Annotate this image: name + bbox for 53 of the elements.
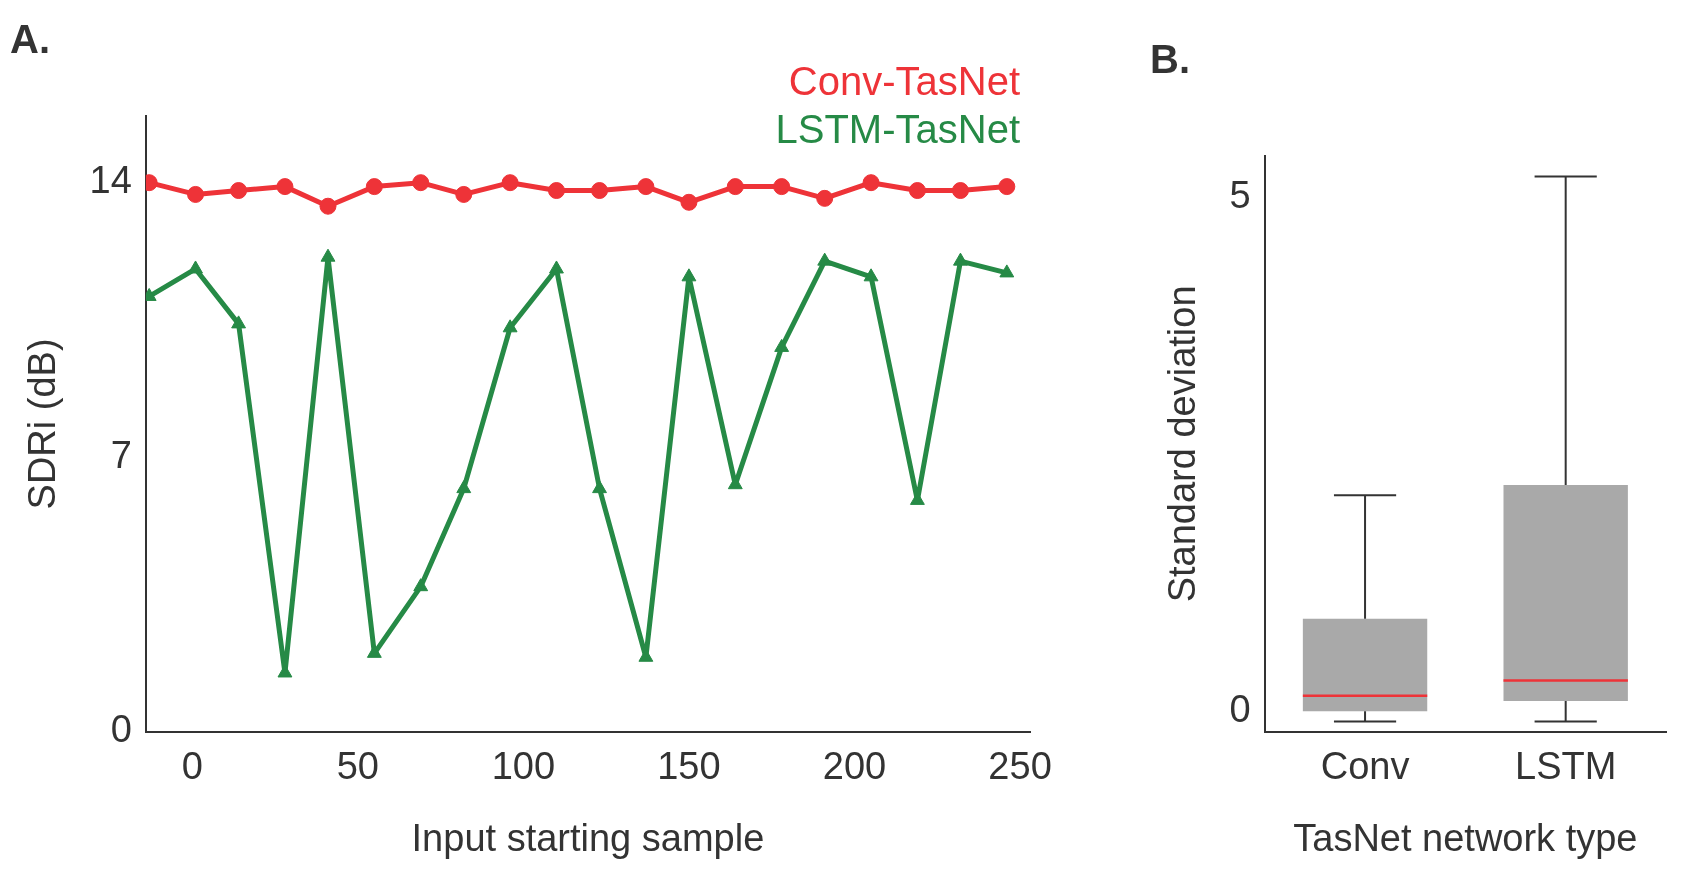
point [455, 185, 473, 203]
x-tick-label: 250 [988, 745, 1052, 788]
y-tick-label: 5 [1229, 173, 1251, 216]
chart-title: B. [1150, 37, 1190, 82]
point [412, 174, 430, 192]
point [726, 178, 744, 196]
y-axis-title: SDRi (dB) [21, 338, 64, 510]
x-axis-title: Input starting sample [411, 816, 765, 859]
point [276, 178, 294, 196]
point [681, 268, 697, 282]
point [319, 197, 337, 215]
x-tick-label: 50 [336, 745, 379, 788]
point [953, 252, 968, 266]
point [817, 252, 833, 266]
point [816, 189, 834, 207]
point [863, 268, 879, 282]
y-axis-title: Standard deviation [1161, 285, 1204, 603]
x-tick-label: 200 [822, 745, 887, 788]
point [637, 178, 655, 196]
point [591, 182, 609, 200]
point [365, 178, 383, 196]
text: LSTM-TasNet [775, 107, 1020, 152]
point [774, 338, 790, 352]
point [549, 260, 564, 274]
point [773, 178, 791, 196]
point [413, 578, 429, 592]
point [951, 182, 969, 200]
point [231, 315, 247, 329]
point [908, 182, 926, 200]
point [187, 185, 205, 203]
x-axis-title: TasNet network type [1293, 816, 1638, 859]
point [862, 174, 880, 192]
x-tick-label: 100 [491, 745, 556, 788]
point [592, 480, 607, 494]
y-tick-label: 14 [89, 159, 132, 202]
point [680, 193, 698, 211]
y-tick-label: 0 [110, 708, 132, 751]
point [999, 264, 1015, 278]
chart-title: A. [10, 17, 50, 62]
series-label: Conv-TasNet [788, 59, 1020, 104]
point [456, 480, 472, 494]
x-tick-label: Conv [1320, 745, 1410, 788]
x-tick-label: LSTM [1515, 745, 1617, 788]
point [998, 178, 1016, 196]
y-tick-label: 7 [110, 433, 132, 476]
point [501, 174, 519, 192]
point [230, 182, 248, 200]
x-tick-label: 150 [657, 745, 721, 788]
point [188, 260, 203, 274]
point [547, 182, 565, 200]
point [320, 248, 336, 262]
point [502, 319, 518, 333]
x-tick-label: 0 [181, 745, 203, 788]
